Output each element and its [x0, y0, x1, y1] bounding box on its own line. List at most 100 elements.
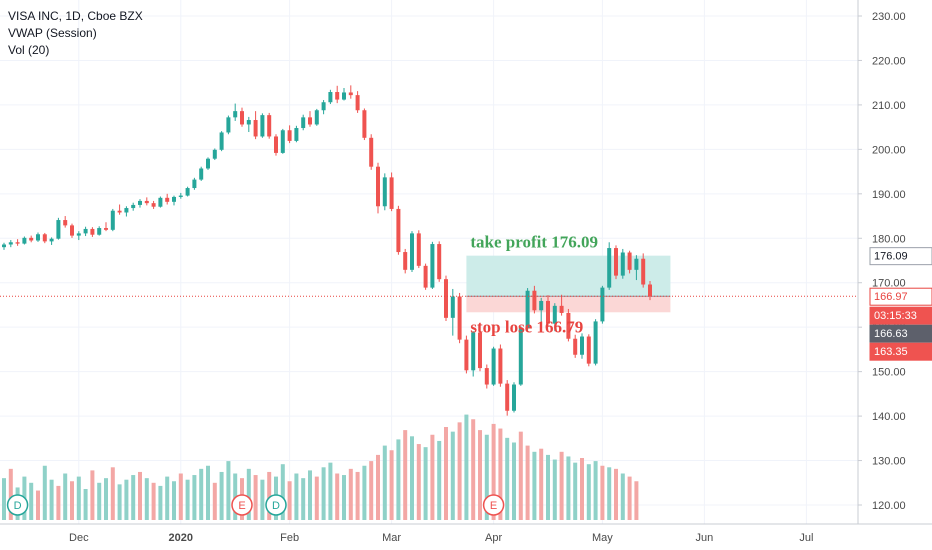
candle-body	[464, 339, 469, 371]
vwap-indicator-label[interactable]: VWAP (Session)	[8, 26, 97, 40]
candle-body	[512, 384, 516, 411]
volume-bar	[76, 476, 81, 520]
volume-bar	[49, 479, 54, 520]
candle-body	[641, 258, 646, 285]
volume-bar	[260, 479, 265, 520]
volume-bar	[63, 473, 68, 520]
price-tick-label: 200.00	[872, 144, 906, 156]
candle-body	[430, 244, 435, 288]
candle-body	[280, 130, 285, 153]
volume-bar	[219, 471, 224, 520]
vwap-tag: 166.63	[874, 328, 908, 340]
candle-body	[328, 92, 333, 103]
volume-bar	[552, 459, 557, 520]
volume-bar	[403, 430, 408, 520]
candle-body	[546, 300, 550, 324]
price-axis[interactable]: 120.00130.00140.00150.00160.00170.00180.…	[858, 11, 906, 512]
candle-body	[301, 117, 306, 129]
candle-body	[178, 195, 183, 197]
candle-body	[410, 233, 414, 270]
volume-bar	[573, 462, 578, 520]
candle-body	[505, 383, 510, 411]
dividend-marker-icon	[265, 494, 287, 516]
candle-body	[144, 200, 149, 204]
candle-body	[573, 338, 578, 355]
volume-bar	[457, 422, 462, 520]
earnings-marker-icon	[482, 494, 505, 516]
volume-bar	[505, 437, 510, 520]
candle-body	[165, 197, 170, 202]
candle-body	[199, 168, 204, 180]
price-tick-label: 130.00	[872, 456, 906, 468]
profit-zone[interactable]	[466, 255, 671, 297]
volume-bar	[498, 428, 503, 520]
grid	[0, 0, 858, 524]
volume-bar	[321, 467, 326, 520]
candle-body	[614, 248, 618, 276]
volume-indicator-label[interactable]: Vol (20)	[8, 43, 50, 57]
volume-bar	[410, 436, 414, 520]
candle-body	[219, 132, 224, 150]
candle-body	[226, 117, 231, 133]
time-tick-label: Jun	[696, 532, 714, 544]
candle-body	[233, 111, 238, 118]
long-position-tool[interactable]	[466, 255, 671, 313]
last-price-tag: 166.97	[874, 291, 908, 303]
candle-body	[131, 204, 136, 209]
candle-body	[403, 252, 408, 270]
price-tick-label: 170.00	[872, 278, 906, 290]
candle-body	[498, 348, 503, 384]
candle-body	[566, 312, 571, 339]
candle-body	[83, 228, 88, 234]
candle-body	[478, 332, 482, 369]
candle-body	[627, 252, 632, 270]
last-price-tag-bg	[869, 287, 932, 306]
take-profit-tag-bg	[869, 247, 932, 266]
volume-bar	[110, 467, 115, 520]
volume-bar	[539, 448, 544, 520]
candle-body	[8, 242, 13, 245]
volume-bar	[471, 419, 476, 520]
candle-body	[369, 137, 374, 167]
candle-body	[138, 200, 142, 205]
candle-body	[532, 290, 537, 311]
candle-body	[294, 128, 299, 141]
price-tick-label: 120.00	[872, 500, 906, 512]
volume-bar	[280, 464, 285, 520]
candle-body	[70, 225, 74, 236]
volume-bar	[566, 456, 571, 520]
candle-body	[274, 136, 278, 153]
candle-body	[206, 158, 210, 169]
volume-bar	[178, 473, 183, 520]
time-axis[interactable]: Dec 2020 Feb Mar Apr May Jun Jul	[69, 532, 813, 544]
volume-bar	[600, 465, 605, 520]
candle-body	[90, 228, 95, 235]
volume-bar	[314, 476, 319, 520]
candle-body	[29, 237, 34, 241]
loss-zone[interactable]	[466, 296, 671, 313]
candle-body	[600, 287, 605, 322]
candle-body	[308, 117, 312, 125]
candle-body	[444, 279, 448, 318]
take-profit-tag: 176.09	[874, 251, 908, 263]
candle-body	[607, 248, 612, 288]
price-tick-label: 180.00	[872, 233, 906, 245]
time-tick-label: Mar	[382, 532, 401, 544]
candle-body	[389, 177, 394, 209]
volume-bar	[97, 482, 102, 520]
volume-bar	[437, 440, 442, 520]
candle-body	[648, 284, 652, 297]
candle-body	[22, 237, 27, 244]
candle-body	[49, 238, 54, 242]
volume-bar	[70, 481, 74, 520]
volume-bar	[491, 423, 496, 520]
volume-bar	[444, 427, 448, 520]
symbol-title[interactable]: VISA INC, 1D, Cboe BZX	[8, 9, 143, 23]
time-tick-label: Feb	[280, 532, 299, 544]
volume-bar	[192, 475, 197, 520]
candle-body	[335, 92, 340, 100]
candle-body	[56, 220, 61, 239]
